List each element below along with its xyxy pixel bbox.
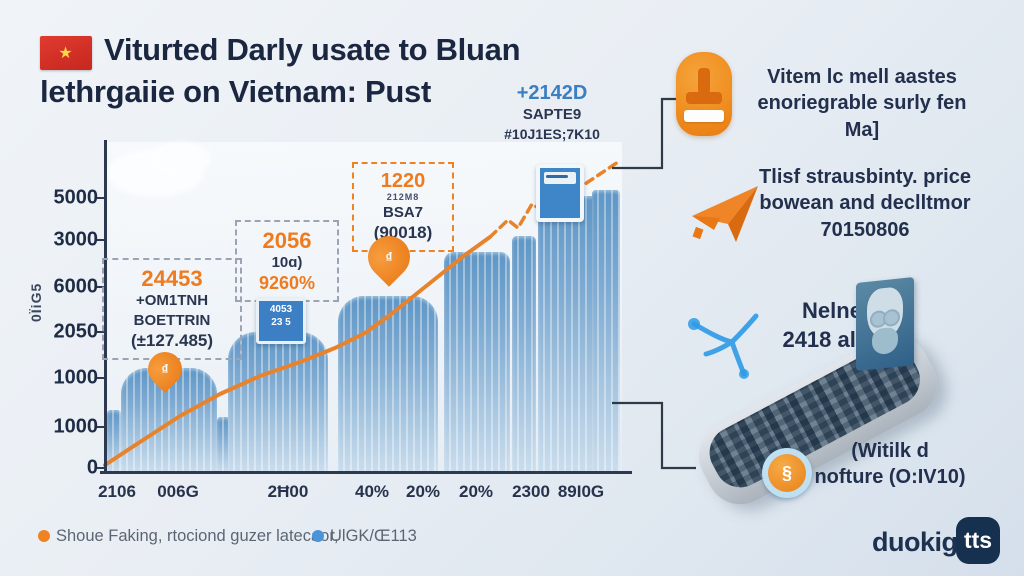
callout-box-a: 24453 +OM1TNH BOETTRIN (±127.485) <box>102 258 242 361</box>
y-axis <box>104 140 107 473</box>
y-tick-label: 5000 <box>53 186 99 209</box>
peak-placard-icon <box>536 164 584 222</box>
legend-dot-blue <box>312 530 324 542</box>
flag-star: ★ <box>58 45 74 62</box>
callout-box-b: 2056 10ɑ) 9260% <box>235 220 339 302</box>
x-tick-label: 2Ħ00 <box>267 482 309 501</box>
y-tick-mark <box>97 377 105 379</box>
y-tick-label: 6000 <box>53 275 99 298</box>
y-tick-label: 3000 <box>53 228 99 251</box>
x-axis <box>100 471 632 474</box>
cloud-decoration <box>150 142 210 176</box>
bar-sign-label: 4053 23 5 <box>256 298 306 344</box>
panel-item-4-line2: nofture (O:IV10) <box>814 466 966 489</box>
y-tick-label: 0 <box>86 456 98 479</box>
y-tick-mark <box>97 197 105 199</box>
callout-a-value: 24453 <box>141 266 203 291</box>
bar-cluster <box>512 236 536 472</box>
badge-glyph: § <box>781 462 792 483</box>
drone-sketch-icon <box>688 313 759 379</box>
legend-dot-orange <box>38 530 50 542</box>
y-tick-labels: 5000 3000 6000 2050 1000 1000 0 <box>40 145 99 479</box>
x-tick-label: 20% <box>405 482 441 501</box>
brand-logo-text: duokig <box>872 527 958 557</box>
panel-item-1-line2: enoriegrable surly fen Ma] <box>757 92 967 141</box>
map-pin-icon: ₫ <box>140 344 190 394</box>
legend-label-2: UlGK/Œ113 <box>330 527 417 545</box>
callout-c-line2: 212M8 <box>386 192 420 202</box>
y-axis-title: 0ÏiG5 <box>28 282 44 322</box>
callout-c-line3: BSA7 <box>382 203 423 221</box>
legend-label-1: Shoue Faking, rtociond guzer latecaor, <box>56 527 339 545</box>
bar-cluster <box>338 296 438 472</box>
callout-a-line3: BOETTRIN <box>133 311 211 329</box>
y-tick-mark <box>97 426 105 428</box>
swirl-badge-icon: § <box>762 448 812 498</box>
y-tick-label: 1000 <box>53 366 99 389</box>
y-tick-label: 2050 <box>53 320 99 343</box>
y-tick-mark <box>97 331 105 333</box>
x-tick-label: 2300 <box>512 482 550 501</box>
blue-panel-figure <box>856 276 914 372</box>
panel-item-3-line1: Nelne <box>802 298 862 323</box>
panel-item-2-line2: bowean and declltmor <box>759 192 971 215</box>
x-tick-labels: 2106 006G 2Ħ00 40% 20% 20% 2300 89I0G <box>98 482 620 506</box>
y-tick-mark <box>97 286 105 288</box>
callout-b-value: 2056 <box>262 228 312 253</box>
x-tick-label: 20% <box>458 482 494 501</box>
vietnam-flag-icon: ★ <box>40 36 92 70</box>
y-tick-mark <box>97 467 105 469</box>
peak-value: +2142D <box>516 82 588 104</box>
x-tick-label: 006G <box>157 482 199 501</box>
map-pin-icon: ₫ <box>359 227 419 287</box>
paper-plane-icon <box>692 186 758 242</box>
callout-a-line2: +OM1TNH <box>135 292 209 310</box>
brand-logo-badge: tts <box>956 517 1000 564</box>
callout-b-line2: 10ɑ) <box>271 254 303 272</box>
stamp-icon <box>676 52 732 136</box>
peak-annotation: +2142D SAPTE9 #10J1ES;7K10 <box>492 82 612 143</box>
panel-item-2-text: Tlisf strausbinty. price bowean and decl… <box>740 164 990 243</box>
x-tick-label: 89I0G <box>557 482 605 501</box>
pin-glyph: ₫ <box>385 249 393 265</box>
x-tick-label: 2106 <box>98 482 136 501</box>
panel-item-4-line1: (Witilk d <box>851 440 929 462</box>
callout-c-value: 1220 <box>380 170 426 192</box>
x-tick-label: 40% <box>354 482 390 501</box>
peak-line3: #10J1ES;7K10 <box>504 125 600 142</box>
bar-sign-line2: 23 5 <box>271 317 291 328</box>
panel-item-2-line3: 70150806 <box>820 218 910 241</box>
callout-a-line4: (±127.485) <box>130 331 214 351</box>
peak-line2: SAPTE9 <box>522 106 582 123</box>
bar-cluster <box>217 417 230 472</box>
panel-item-1-text: Vitem lc mell aastes enoriegrable surly … <box>742 64 982 143</box>
panel-item-1-line1: Vitem lc mell aastes <box>767 66 957 88</box>
y-tick-mark <box>97 239 105 241</box>
bar-cluster <box>444 252 510 472</box>
panel-item-4-text: (Witilk d nofture (O:IV10) <box>790 438 990 491</box>
pin-glyph: ₫ <box>161 361 169 377</box>
y-tick-label: 1000 <box>53 415 99 438</box>
callout-b-line3: 9260% <box>258 272 316 293</box>
page-title-line1: Viturted Darly usate to Bluan <box>104 32 521 67</box>
panel-item-2-line1: Tlisf strausbinty. price <box>759 166 971 188</box>
page-title-line2: lethrgaiie on Vietnam: Pust <box>40 74 431 109</box>
bar-sign-line1: 4053 <box>269 304 293 315</box>
